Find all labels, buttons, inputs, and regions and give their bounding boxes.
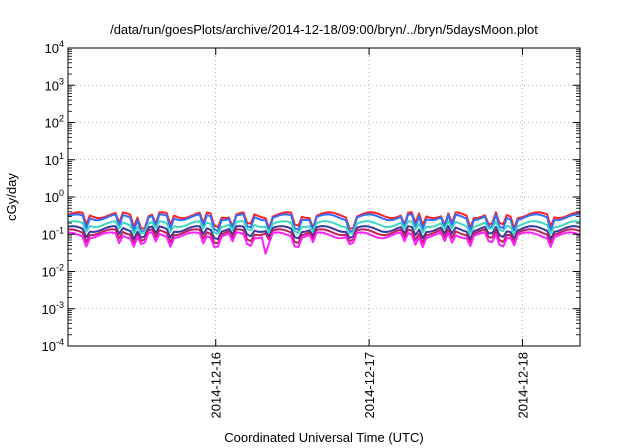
grid (68, 48, 580, 346)
y-tick-label: 103 (45, 76, 64, 93)
series-line (67, 228, 581, 244)
y-tick-label: 101 (45, 151, 64, 168)
axis-ticks (68, 47, 580, 347)
y-tick-label: 10-3 (42, 300, 64, 317)
x-tick-label: 2014-12-18 (515, 352, 530, 419)
x-tick-label: 2014-12-16 (209, 352, 224, 419)
y-tick-label: 10-1 (42, 225, 64, 242)
y-tick-labels: 10-4 10-3 10-2 10-1 100 101 102 103 104 (42, 39, 64, 354)
series-line (67, 213, 581, 233)
chart-title: /data/run/goesPlots/archive/2014-12-18/0… (110, 22, 538, 37)
x-axis-label: Coordinated Universal Time (UTC) (224, 430, 423, 445)
y-tick-label: 104 (45, 39, 64, 56)
y-axis-label: cGy/day (4, 173, 19, 221)
x-tick-labels: 2014-12-16 2014-12-17 2014-12-18 (209, 352, 531, 419)
y-tick-label: 100 (45, 188, 64, 205)
x-tick-label: 2014-12-17 (362, 352, 377, 419)
y-tick-label: 10-4 (42, 337, 64, 354)
series-line (67, 231, 581, 255)
y-tick-label: 102 (45, 114, 64, 131)
series-line (67, 225, 581, 240)
series-line (67, 220, 581, 236)
series-lines (67, 211, 581, 255)
y-tick-label: 10-2 (42, 263, 64, 280)
